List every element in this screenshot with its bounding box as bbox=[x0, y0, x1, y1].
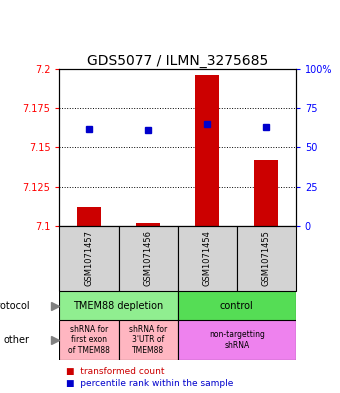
Text: GSM1071456: GSM1071456 bbox=[143, 230, 153, 286]
Bar bbox=[119, 226, 177, 291]
Text: ■  transformed count: ■ transformed count bbox=[66, 367, 165, 376]
Bar bbox=[177, 320, 296, 360]
Bar bbox=[237, 226, 296, 291]
Bar bbox=[254, 160, 278, 226]
Text: protocol: protocol bbox=[0, 301, 30, 310]
Text: other: other bbox=[4, 335, 30, 345]
Bar bbox=[177, 226, 237, 291]
Bar bbox=[177, 291, 296, 320]
Bar bbox=[59, 226, 119, 291]
Title: GDS5077 / ILMN_3275685: GDS5077 / ILMN_3275685 bbox=[87, 54, 268, 68]
Text: control: control bbox=[220, 301, 254, 310]
Text: GSM1071455: GSM1071455 bbox=[262, 230, 271, 286]
Bar bbox=[59, 320, 119, 360]
Bar bbox=[119, 320, 177, 360]
Text: non-targetting
shRNA: non-targetting shRNA bbox=[209, 330, 265, 350]
Text: GSM1071454: GSM1071454 bbox=[203, 230, 212, 286]
Text: GSM1071457: GSM1071457 bbox=[85, 230, 94, 286]
Text: shRNA for
3'UTR of
TMEM88: shRNA for 3'UTR of TMEM88 bbox=[129, 325, 167, 355]
Bar bbox=[136, 223, 160, 226]
Text: TMEM88 depletion: TMEM88 depletion bbox=[73, 301, 164, 310]
Bar bbox=[195, 75, 219, 226]
Text: shRNA for
first exon
of TMEM88: shRNA for first exon of TMEM88 bbox=[68, 325, 110, 355]
Bar bbox=[77, 207, 101, 226]
Text: ■  percentile rank within the sample: ■ percentile rank within the sample bbox=[66, 379, 234, 387]
Bar bbox=[59, 291, 177, 320]
